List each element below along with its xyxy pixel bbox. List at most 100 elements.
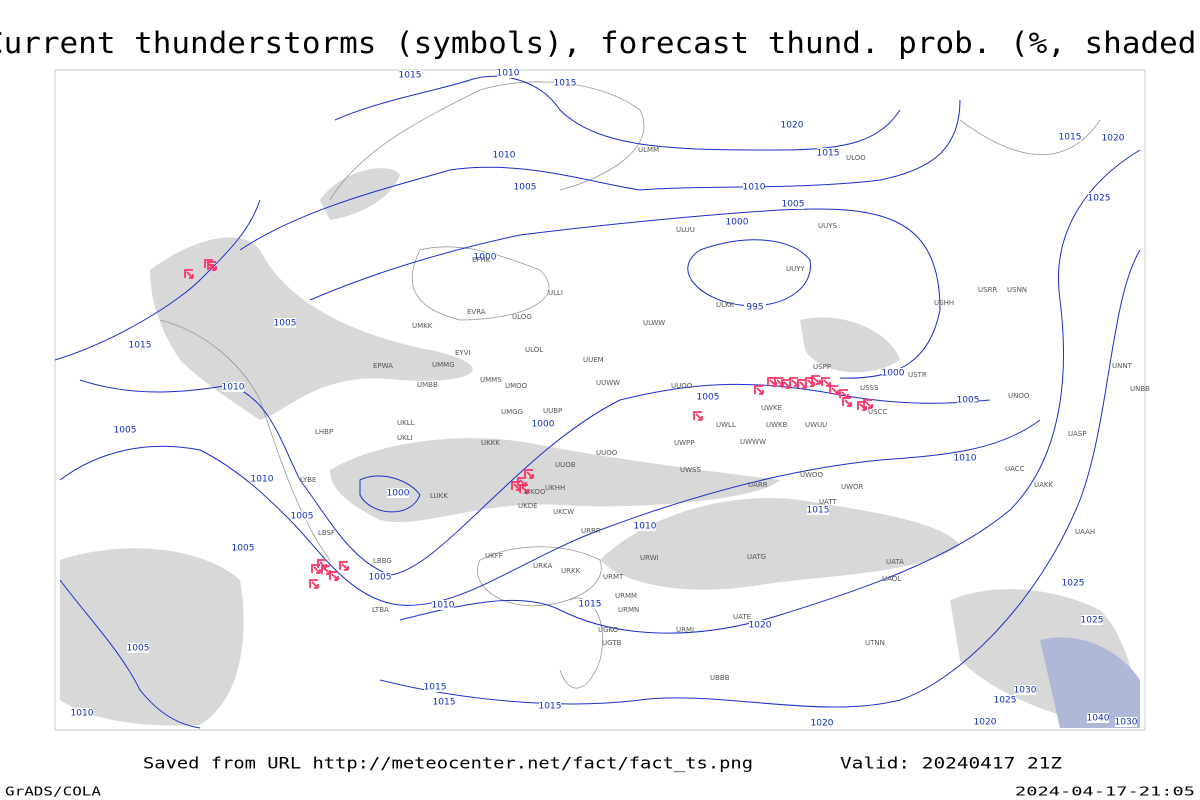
isobar-label: 1000 (474, 253, 497, 263)
isobar-label: 1015 (539, 702, 562, 712)
isobar-label: 1020 (1102, 134, 1125, 144)
isobar-labels: 1015 1010 1015 1020 1015 1010 1005 1000 995 1000 1… (71, 68, 1138, 729)
isobar-label-bg (1014, 685, 1036, 695)
station-label: UATG (747, 553, 766, 561)
thunderstorm-symbol (511, 481, 521, 491)
station-label: UNBB (1130, 385, 1150, 393)
isobar (334, 75, 901, 151)
station-label: UWLL (716, 421, 736, 429)
station-label: URKA (533, 562, 552, 570)
isobar-label-bg (369, 572, 391, 582)
thunderstorm-symbol (329, 571, 339, 581)
isobar-label: 1010 (743, 183, 766, 193)
station-label: UTNN (865, 639, 885, 647)
isobar-label: 1005 (274, 319, 297, 329)
isobar-label: 1010 (432, 601, 455, 611)
isobar-label: 1000 (882, 369, 905, 379)
timestamp: 2024-04-17-21:05 (1015, 785, 1195, 799)
station-label: URRR (581, 527, 601, 535)
station-label: UATT (819, 498, 838, 506)
station-label: UMKK (412, 322, 433, 330)
isobar-label-bg (781, 120, 803, 130)
isobar-label: 1005 (957, 396, 980, 406)
isobar-label-bg (994, 695, 1016, 705)
station-label: USSS (860, 384, 879, 392)
station-label: EPWA (373, 362, 393, 370)
isobar-label: 1010 (251, 475, 274, 485)
thunderstorm-symbol (339, 561, 349, 571)
station-label: UNNT (1112, 362, 1133, 370)
isobar (59, 419, 1041, 606)
isobar-label-bg (807, 505, 829, 515)
station-label: LBBG (373, 557, 392, 565)
isobar-label: 1005 (697, 393, 720, 403)
shade-area (600, 498, 960, 590)
isobar-label: 1025 (994, 696, 1017, 706)
software-credit: GrADS/COLA (5, 785, 102, 799)
station-label: URMN (618, 606, 639, 614)
isobar-label-bg (399, 70, 421, 80)
station-label: LUKK (430, 492, 448, 500)
isobar-label-bg (743, 182, 765, 192)
thunderstorm-symbol (317, 559, 327, 569)
station-label: EVRA (467, 308, 486, 316)
station-label: UMMS (480, 376, 502, 384)
isobar-label: 1015 (399, 71, 422, 81)
map-title: Current thunderstorms (symbols), forecas… (0, 26, 1200, 60)
isobar-label: 1010 (497, 69, 520, 79)
station-label: LYBE (300, 476, 316, 484)
thunderstorm-symbol (207, 261, 217, 271)
isobar-label: 1025 (1081, 616, 1104, 626)
isobar-label-bg (882, 368, 904, 378)
station-label: UUYS (818, 222, 838, 230)
shade-area (1040, 637, 1140, 728)
station-label: UUYY (786, 265, 806, 273)
station-label: UARR (748, 481, 768, 489)
isobar-label: 1005 (291, 512, 314, 522)
isobar-label: 1015 (807, 506, 830, 516)
isobar-label: 1015 (1059, 133, 1082, 143)
isobar-label-bg (744, 302, 766, 312)
station-label: URMI (676, 626, 694, 634)
black-sea (477, 546, 602, 607)
isobar-label: 1015 (554, 79, 577, 89)
isobar (59, 579, 201, 729)
isobar-label: 1030 (1115, 718, 1138, 728)
thunderstorm-symbol (767, 377, 777, 387)
isobar-label-bg (954, 453, 976, 463)
thunderstorm-symbol (184, 269, 194, 279)
isobar-label-bg (291, 511, 313, 521)
isobar-label-bg (532, 419, 554, 429)
station-labels: ULMM ULOO EFHK ULLI EVRA ULOO ULOL UMKK EYVIUMMG… (300, 146, 1150, 682)
station-label: ULOO (846, 154, 866, 162)
isobar-label-bg (114, 425, 136, 435)
station-label: UWOR (841, 483, 864, 491)
shade-area (150, 237, 473, 420)
station-label: EYVI (455, 349, 471, 357)
station-label: ULWW (643, 319, 665, 327)
thunderstorm-symbol (821, 377, 831, 387)
coastline (411, 246, 550, 321)
thunderstorm-symbol (781, 379, 791, 389)
isobar-label-bg (817, 148, 839, 158)
thunderstorm-symbol (309, 579, 319, 589)
station-label: UBBB (710, 674, 730, 682)
isobar-label-bg (634, 521, 656, 531)
thunderstorm-symbol (693, 411, 703, 421)
isobar-label-bg (514, 182, 536, 192)
isobar-label-bg (433, 697, 455, 707)
station-label: UWOO (800, 471, 824, 479)
station-label: ULMM (638, 146, 659, 154)
isobar-label-bg (1087, 713, 1109, 723)
isobar-label: 1010 (493, 151, 516, 161)
thunderstorm-symbol (524, 469, 534, 479)
thunderstorm-symbol (311, 564, 321, 574)
isobar-label-bg (579, 599, 601, 609)
station-label: UKLL (397, 419, 415, 427)
thunderstorm-symbol (842, 397, 852, 407)
thunderstorm-symbol (754, 385, 764, 395)
isobar-label: 1015 (579, 600, 602, 610)
station-label: UKDE (518, 502, 538, 510)
